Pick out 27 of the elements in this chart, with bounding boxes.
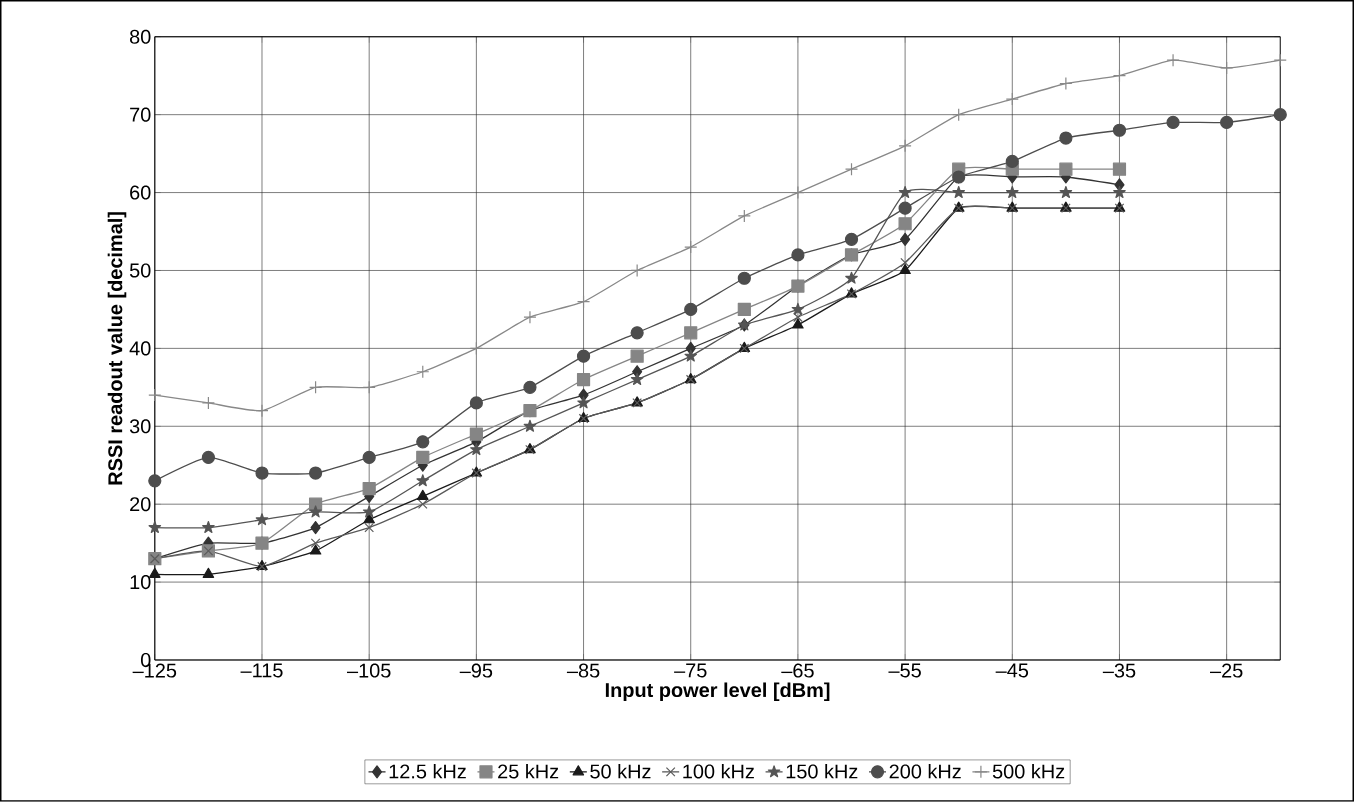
- x-tick-label: –25: [1210, 663, 1243, 678]
- legend-label: 100 kHz: [683, 764, 754, 779]
- x-tick-label: –95: [459, 663, 493, 678]
- y-tick-label: 80: [129, 29, 151, 44]
- legend-label: 500 kHz: [992, 764, 1065, 779]
- legend-label: 150 kHz: [786, 764, 858, 779]
- x-tick-label: –105: [347, 663, 391, 678]
- x-tick-label: –75: [674, 663, 707, 678]
- y-axis-title: RSSI readout value [decimal]: [107, 212, 127, 485]
- legend-label: 12.5 kHz: [389, 764, 466, 779]
- x-tick-label: –55: [888, 663, 921, 678]
- x-tick-label: –45: [995, 663, 1029, 678]
- x-tick-label: –65: [781, 663, 814, 678]
- y-tick-label: 20: [130, 497, 151, 512]
- y-tick-label: 50: [129, 263, 151, 278]
- y-tick-label: 40: [129, 341, 151, 356]
- y-tick-label: 30: [129, 419, 151, 434]
- x-axis-title: Input power level [dBm]: [605, 682, 830, 702]
- y-tick-label: 10: [130, 575, 151, 590]
- legend-label: 25 kHz: [498, 764, 559, 779]
- legend-label: 50 kHz: [590, 764, 651, 779]
- x-tick-label: –35: [1102, 663, 1136, 678]
- y-tick-label: 60: [130, 185, 151, 200]
- y-tick-label: 70: [130, 107, 151, 122]
- legend-label: 200 kHz: [889, 764, 961, 779]
- x-tick-label: –85: [566, 663, 600, 678]
- x-tick-label: –115: [240, 663, 283, 678]
